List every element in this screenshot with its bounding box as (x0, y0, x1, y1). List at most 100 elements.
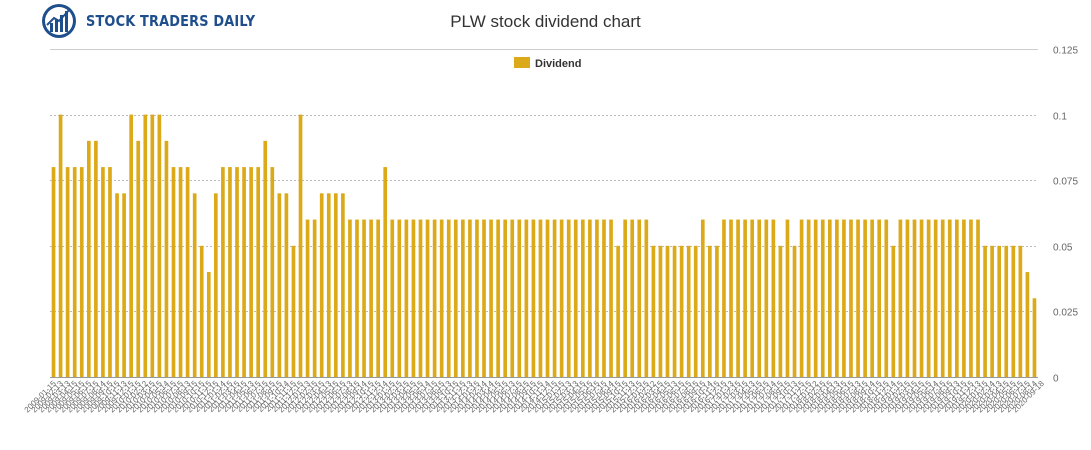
bar (86, 140, 91, 377)
bar (122, 193, 126, 377)
bar (397, 219, 402, 377)
bar (580, 219, 585, 377)
bar (510, 219, 515, 377)
bar (898, 219, 903, 377)
bar (997, 245, 1002, 377)
bar (609, 219, 613, 377)
bar (489, 219, 493, 377)
bar (877, 219, 882, 377)
bar (672, 245, 677, 377)
bar (446, 219, 451, 377)
y-tick-label: 0.125 (1053, 46, 1078, 57)
bar (503, 219, 508, 377)
bar (976, 219, 980, 377)
bar (108, 167, 112, 377)
bar (559, 219, 564, 377)
bar (750, 219, 755, 377)
legend-label: Dividend (535, 58, 581, 70)
bar (418, 219, 423, 377)
bar (249, 167, 253, 377)
bar (235, 167, 239, 377)
bar (326, 193, 331, 377)
bar (531, 219, 536, 377)
bar (461, 219, 465, 377)
bar (644, 219, 649, 377)
bar (835, 219, 839, 377)
bar (524, 219, 529, 377)
bar (206, 272, 211, 377)
bar (221, 167, 225, 377)
bar (333, 193, 338, 377)
bar (764, 219, 769, 377)
bar (468, 219, 472, 377)
bar (277, 193, 282, 377)
bar (708, 245, 712, 377)
bar (517, 219, 522, 377)
bar (891, 245, 896, 377)
bar (778, 245, 783, 377)
bar (362, 219, 366, 377)
grid-lines (50, 49, 1038, 378)
bar (319, 193, 324, 377)
bar (743, 219, 747, 377)
bar (425, 219, 430, 377)
bar (863, 219, 867, 377)
bar (136, 140, 141, 377)
bar (348, 219, 352, 377)
bar (616, 245, 620, 377)
bar (1025, 272, 1030, 377)
bar (199, 245, 204, 377)
bar (150, 114, 155, 377)
bar (1004, 245, 1009, 377)
bar (757, 219, 762, 377)
bar (595, 219, 599, 377)
bar (630, 219, 635, 377)
brand-name: STOCK TRADERS DAILY (86, 12, 256, 30)
bar (736, 219, 740, 377)
bar (870, 219, 874, 377)
bar (439, 219, 444, 377)
bar (771, 219, 776, 377)
bar (270, 167, 275, 377)
bar (432, 219, 437, 377)
bar (383, 167, 388, 377)
y-tick-labels: 0 0.025 0.05 0.075 0.1 0.125 (1053, 46, 1078, 385)
bar (856, 219, 860, 377)
bar (545, 219, 550, 377)
bar (369, 219, 373, 377)
y-tick-label: 0 (1053, 374, 1059, 385)
bar (242, 167, 246, 377)
bar (700, 219, 705, 377)
bar (475, 219, 479, 377)
bar (849, 219, 853, 377)
bar (1011, 245, 1016, 377)
bar (665, 245, 670, 377)
bar (566, 219, 571, 377)
bar (79, 167, 84, 377)
bar (827, 219, 832, 377)
bar (94, 140, 98, 377)
bar (228, 167, 232, 377)
bar (298, 114, 303, 377)
y-tick-label: 0.05 (1053, 243, 1073, 254)
bar (637, 219, 642, 377)
y-tick-label: 0.1 (1053, 112, 1067, 123)
bar (905, 219, 910, 377)
bar (284, 193, 289, 377)
bar (185, 167, 190, 377)
bar (411, 219, 416, 377)
bar (312, 219, 317, 377)
chart-title: PLW stock dividend chart (450, 12, 641, 31)
bar (101, 167, 105, 377)
bar (453, 219, 458, 377)
bar (955, 219, 959, 377)
bar (143, 114, 148, 377)
bar (178, 167, 183, 377)
bar (65, 167, 70, 377)
legend-swatch (514, 57, 530, 68)
bar (842, 219, 846, 377)
bar (983, 245, 987, 377)
x-tick-labels: 2009-01-152009-02-132009-03-132009-04-15… (23, 379, 1047, 415)
brand-logo[interactable]: STOCK TRADERS DAILY (40, 3, 283, 39)
